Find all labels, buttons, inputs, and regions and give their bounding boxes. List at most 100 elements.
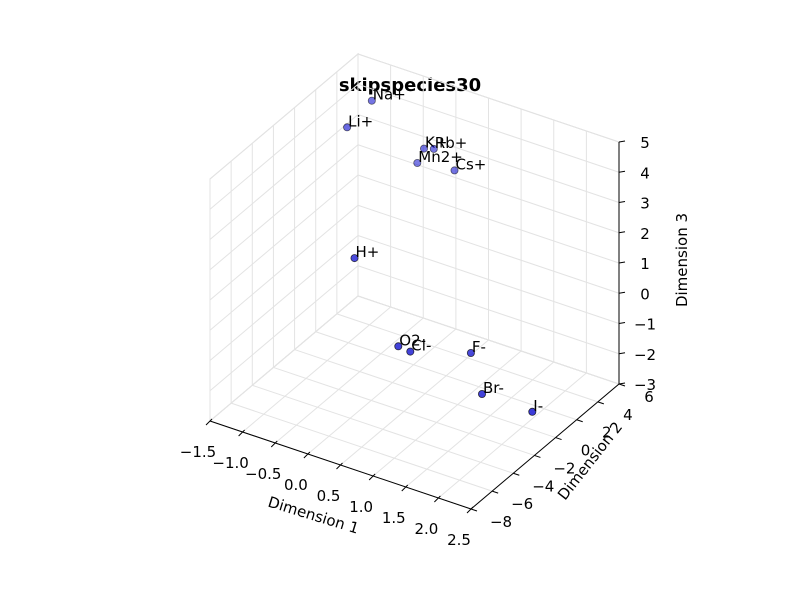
z-tick-mark <box>618 201 626 203</box>
z-tick-mark <box>618 352 626 355</box>
grid-line-x-floor <box>405 361 555 488</box>
grid-line-y-floor <box>294 349 556 439</box>
data-point <box>343 123 352 132</box>
grid-line-x-floor <box>274 317 424 444</box>
x-tick-mark <box>303 451 311 459</box>
grid-line-y-floor <box>336 313 599 403</box>
x-tick-mark <box>401 484 409 492</box>
data-point-label: Br- <box>483 379 504 397</box>
data-point <box>466 348 475 357</box>
grid-line-z-right <box>357 235 620 324</box>
x-tick-label: 0.0 <box>284 476 308 494</box>
x-tick-label: −0.5 <box>245 465 281 483</box>
data-point <box>413 158 422 167</box>
x-tick-mark <box>466 506 474 514</box>
grid-line-z-right <box>357 144 620 234</box>
z-tick-label: 4 <box>640 164 650 182</box>
y-tick-label: −6 <box>511 495 533 513</box>
x-tick-label: 1.5 <box>382 509 406 527</box>
data-point-label: Rb+ <box>435 134 468 152</box>
y-tick-label: 4 <box>623 406 633 424</box>
data-point <box>528 407 537 416</box>
x-tick-label: 0.5 <box>317 487 341 505</box>
data-point <box>350 254 359 263</box>
grid-line-z-left <box>209 204 359 331</box>
data-point-label: O2- <box>399 331 426 349</box>
z-tick-label: −2 <box>634 346 656 364</box>
x-tick-mark <box>205 418 213 426</box>
grid-line-z-left <box>209 53 359 180</box>
y-tick-label: −8 <box>490 513 512 531</box>
y-tick-label: 0 <box>581 442 591 460</box>
z-tick-mark <box>618 231 626 234</box>
grid-line-z-right <box>357 53 620 143</box>
grid-line-z-left <box>209 83 359 210</box>
y-tick-mark <box>470 508 478 512</box>
x-tick-label: −1.0 <box>212 454 248 472</box>
y-tick-mark <box>555 437 562 441</box>
data-point-label: F- <box>472 338 486 356</box>
grid-line-y-floor <box>273 366 535 456</box>
data-point-label: Mn2+ <box>418 148 463 166</box>
data-point-label: Cl- <box>411 337 431 355</box>
data-point-label: H+ <box>356 243 380 261</box>
z-tick-label: 5 <box>640 134 650 152</box>
data-point-label: Li+ <box>348 112 373 130</box>
grid-line-y-floor <box>315 331 577 421</box>
data-point-label: I- <box>533 397 543 415</box>
z-tick-mark <box>618 322 626 324</box>
data-point <box>450 166 459 175</box>
grid-line-y-floor <box>230 402 493 492</box>
grid-line-z-right <box>357 204 620 294</box>
grid-line-z-left <box>209 265 359 392</box>
grid-line-z-right <box>357 295 620 385</box>
grid-line-x-floor <box>372 350 522 477</box>
x-tick-mark <box>238 429 245 437</box>
y-tick-mark <box>576 419 583 423</box>
x-tick-label: 2.0 <box>414 520 438 538</box>
y-tick-label: −2 <box>553 459 575 477</box>
y-tick-mark <box>491 490 499 494</box>
z-tick-mark <box>618 261 626 264</box>
x-axis-label: Dimension 1 <box>266 493 361 538</box>
data-point-label: Cs+ <box>456 155 487 173</box>
z-tick-label: 3 <box>640 195 650 213</box>
z-tick-mark <box>618 291 626 294</box>
data-points: Na+Li+K+Rb+Cs+Mn2+H+O2-Cl- F-Br-I- <box>343 86 543 416</box>
z-tick-mark <box>618 140 626 143</box>
x-tick-mark <box>270 440 278 448</box>
z-axis-label: Dimension 3 <box>673 213 691 307</box>
y-tick-mark <box>534 454 541 458</box>
z-tick-label: 0 <box>640 285 650 303</box>
grid-line-z-left <box>209 235 359 361</box>
data-point-label: Na+ <box>373 86 406 104</box>
grid-line-z-right <box>357 114 620 203</box>
x-tick-label: 2.5 <box>447 531 471 549</box>
grid-line-x-floor <box>438 372 587 499</box>
z-tick-label: −3 <box>634 376 656 394</box>
grid-line-z-right <box>357 174 620 264</box>
grid-line-z-left <box>209 295 359 422</box>
data-point <box>367 96 376 105</box>
y-tick-label: 6 <box>644 388 654 406</box>
z-tick-label: 1 <box>640 255 650 273</box>
grid-line-z-left <box>209 144 359 271</box>
x-tick-label: −1.5 <box>180 443 216 461</box>
y-tick-label: −4 <box>532 477 554 495</box>
data-point <box>477 389 486 398</box>
x-tick-mark <box>336 462 343 470</box>
grid-line-z-right <box>357 265 620 355</box>
grid-line-x-floor <box>242 306 391 433</box>
grid-line-x-floor <box>340 339 489 466</box>
z-tick-mark <box>618 382 626 385</box>
x-tick-mark <box>434 495 441 503</box>
grid-line-x-floor <box>307 328 457 455</box>
grid-line-z-left <box>209 174 359 301</box>
x-tick-mark <box>368 473 376 481</box>
y-tick-mark <box>597 401 605 405</box>
grid-line-z-right <box>357 83 620 173</box>
data-point <box>406 347 415 356</box>
tick-marks: −1.5−1.0−0.50.00.51.01.52.02.5−8−6−4−202… <box>180 134 656 549</box>
data-point <box>429 144 438 153</box>
